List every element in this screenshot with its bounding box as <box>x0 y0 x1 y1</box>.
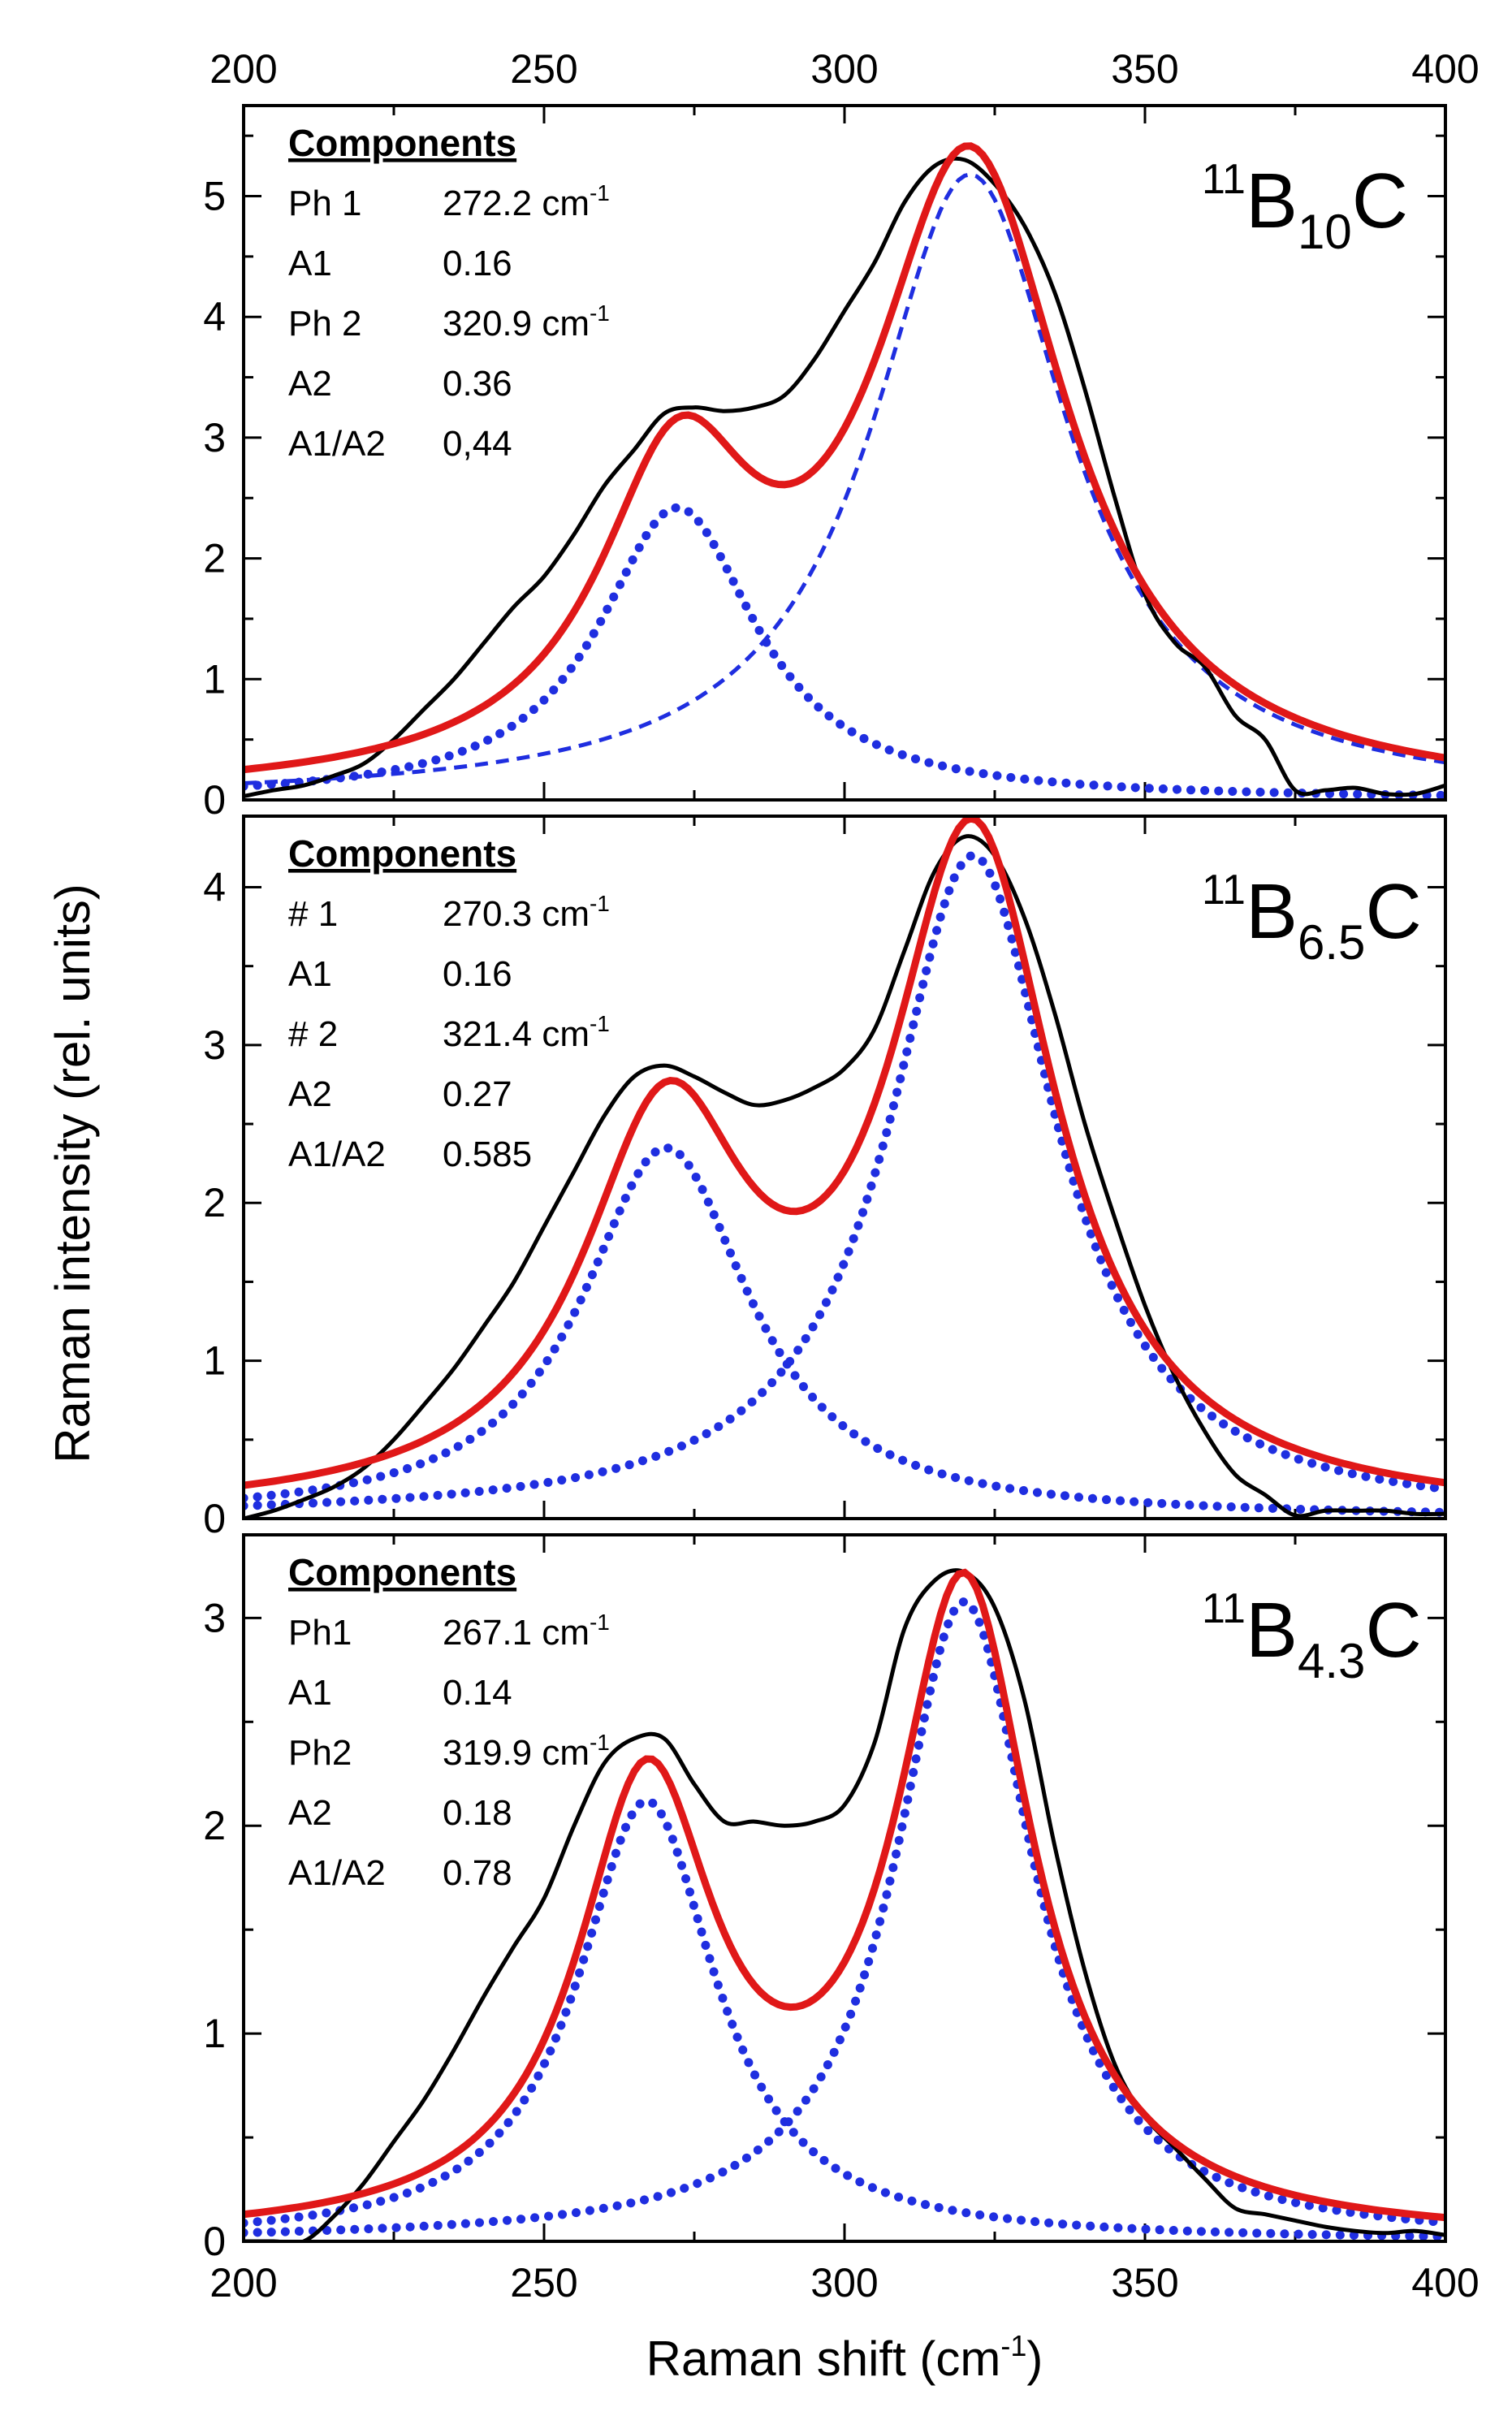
component-value: 270.3 cm-1 <box>443 891 610 934</box>
x-tick-label-top: 350 <box>1111 46 1178 92</box>
component-label: # 2 <box>288 1014 338 1054</box>
fit-curve <box>244 816 1445 1489</box>
x-axis-title: Raman shift (cm-1) <box>646 2329 1043 2386</box>
component-label: A1 <box>288 1673 332 1713</box>
component-value: 0.14 <box>443 1673 512 1713</box>
panel-2: 0 1 2 3 4 Components # 1 270.3 cm-1 A1 0.16 # 2 321… <box>203 815 1447 1541</box>
component-value: 0.16 <box>443 244 512 283</box>
curves <box>244 1568 1445 2241</box>
fit-curve <box>244 142 1445 774</box>
component-value: 0.36 <box>443 364 512 404</box>
component-peak-2 <box>244 172 1445 785</box>
component-label: A2 <box>288 1793 332 1833</box>
measured-spectrum <box>244 834 1445 1519</box>
x-tick-label-top: 250 <box>510 46 577 92</box>
y-tick-label: 0 <box>203 1496 226 1541</box>
y-tick-label: 4 <box>203 864 226 910</box>
component-value: 0.16 <box>443 954 512 994</box>
component-label: Ph2 <box>288 1733 352 1773</box>
fit-curve <box>244 1568 1445 2222</box>
measured-spectrum <box>244 156 1445 798</box>
sample-label: 11B10C <box>1202 156 1408 259</box>
y-tick-label: 2 <box>203 536 226 581</box>
component-label: Ph 1 <box>288 184 362 223</box>
x-tick-label: 300 <box>810 2260 878 2306</box>
component-label: A1 <box>288 244 332 283</box>
curves <box>244 816 1445 1519</box>
component-value: 320.9 cm-1 <box>443 300 610 344</box>
component-value: 319.9 cm-1 <box>443 1730 610 1773</box>
y-tick-label: 1 <box>203 2011 226 2056</box>
components-title: Components <box>288 1551 516 1593</box>
y-tick-label: 0 <box>203 777 226 823</box>
x-tick-label: 200 <box>210 2260 277 2306</box>
plot-frame <box>242 104 1447 802</box>
y-tick-label: 3 <box>203 415 226 460</box>
y-tick-label: 1 <box>203 1338 226 1384</box>
component-peak-1 <box>244 1796 1445 2241</box>
y-tick-label: 5 <box>203 174 226 219</box>
component-label: A1/A2 <box>288 1853 386 1893</box>
component-value: 0,44 <box>443 424 512 464</box>
component-value: 0.18 <box>443 1793 512 1833</box>
components-title: Components <box>288 122 516 164</box>
plot-frame <box>242 1533 1447 2243</box>
plot-frame <box>242 815 1447 1520</box>
sample-label: 11B6.5C <box>1202 866 1422 970</box>
component-peak-1 <box>244 503 1445 800</box>
component-label: Ph 2 <box>288 304 362 344</box>
y-tick-label: 3 <box>203 1022 226 1068</box>
measured-spectrum <box>244 1568 1445 2241</box>
component-label: A1 <box>288 954 332 994</box>
y-tick-label: 0 <box>203 2219 226 2264</box>
component-value: 0.78 <box>443 1853 512 1893</box>
y-tick-label: 2 <box>203 1180 226 1225</box>
x-tick-label: 350 <box>1111 2260 1178 2306</box>
x-tick-label-top: 200 <box>210 46 277 92</box>
component-peak-2 <box>244 1596 1445 2237</box>
y-tick-label: 2 <box>203 1803 226 1848</box>
component-peak-1 <box>244 1143 1445 1517</box>
component-value: 0.585 <box>443 1134 532 1174</box>
sample-label: 11B4.3C <box>1202 1585 1422 1688</box>
component-value: 0.27 <box>443 1074 512 1114</box>
x-tick-label: 400 <box>1411 2260 1479 2306</box>
panel-1: 0 1 2 3 4 5 Components Ph 1 272.2 cm-1 A1 0.16 Ph 2… <box>203 104 1447 823</box>
panel-3: 0 1 2 3 Components Ph1 267.1 cm-1 A1 0.14 Ph2 319.… <box>203 1533 1447 2264</box>
x-tick-label: 250 <box>510 2260 577 2306</box>
component-label: A2 <box>288 1074 332 1114</box>
y-axis-title: Raman intensity (rel. units) <box>45 884 100 1463</box>
component-label: # 1 <box>288 894 338 934</box>
component-label: A2 <box>288 364 332 404</box>
x-tick-label-top: 400 <box>1411 46 1479 92</box>
component-label: A1/A2 <box>288 1134 386 1174</box>
component-peak-2 <box>244 851 1445 1510</box>
component-label: A1/A2 <box>288 424 386 464</box>
component-value: 272.2 cm-1 <box>443 180 610 223</box>
curves <box>244 142 1445 800</box>
y-tick-label: 1 <box>203 656 226 702</box>
x-tick-label-top: 300 <box>810 46 878 92</box>
components-title: Components <box>288 832 516 875</box>
y-tick-label: 4 <box>203 294 226 339</box>
component-label: Ph1 <box>288 1613 352 1653</box>
component-value: 267.1 cm-1 <box>443 1610 610 1653</box>
component-value: 321.4 cm-1 <box>443 1011 610 1054</box>
y-tick-label: 3 <box>203 1595 226 1640</box>
